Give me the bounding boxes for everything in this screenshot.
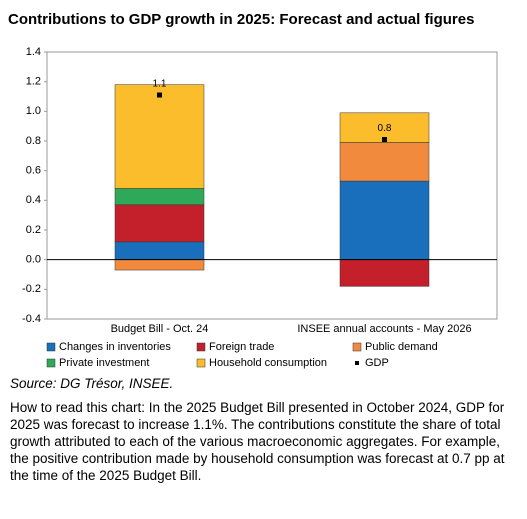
- legend-label: Changes in inventories: [59, 341, 171, 353]
- y-tick-label: 0.4: [26, 194, 41, 206]
- bar-segment: [114, 188, 205, 206]
- chart-title: Contributions to GDP growth in 2025: For…: [8, 11, 474, 28]
- x-tick-label: Budget Bill - Oct. 24: [111, 323, 209, 335]
- legend-label: GDP: [365, 357, 389, 369]
- legend-label: Public demand: [365, 341, 438, 353]
- bar-segment: [339, 259, 430, 287]
- y-tick-label: 0.2: [26, 224, 41, 236]
- y-tick-label: 1.0: [26, 105, 41, 117]
- legend-swatch: [196, 342, 206, 352]
- chart: Contributions to GDP growth in 2025: For…: [8, 11, 498, 369]
- y-tick-label: 0.8: [26, 135, 41, 147]
- legend-swatch: [355, 361, 359, 365]
- y-tick-label: 1.4: [26, 46, 41, 58]
- data-label: 0.8: [378, 123, 392, 134]
- y-tick-label: 0.6: [26, 165, 41, 177]
- y-tick-label: 0.0: [26, 254, 41, 266]
- legend-swatch: [46, 342, 56, 352]
- legend-swatch: [46, 358, 56, 368]
- y-tick-label: 1.2: [26, 76, 41, 88]
- y-tick-label: -0.4: [22, 313, 41, 325]
- legend-swatch: [196, 358, 206, 368]
- bar-segment: [114, 84, 205, 189]
- legend-swatch: [352, 342, 362, 352]
- bar-segment: [339, 142, 430, 182]
- note: How to read this chart: In the 2025 Budg…: [10, 400, 505, 483]
- plot-frame: [46, 51, 498, 320]
- data-label: 1.1: [153, 79, 167, 90]
- bar-segment: [114, 259, 205, 271]
- gdp-marker: [382, 137, 387, 143]
- source: Source: DG Trésor, INSEE.: [10, 376, 174, 391]
- gdp-marker: [157, 92, 162, 98]
- legend-label: Private investment: [59, 357, 149, 369]
- y-tick-label: -0.2: [22, 283, 41, 295]
- bar-segment: [114, 241, 205, 260]
- legend-label: Household consumption: [209, 357, 327, 369]
- bar-segment: [339, 180, 430, 260]
- legend-label: Foreign trade: [209, 341, 274, 353]
- x-tick-label: INSEE annual accounts - May 2026: [297, 323, 471, 335]
- bar-segment: [114, 204, 205, 243]
